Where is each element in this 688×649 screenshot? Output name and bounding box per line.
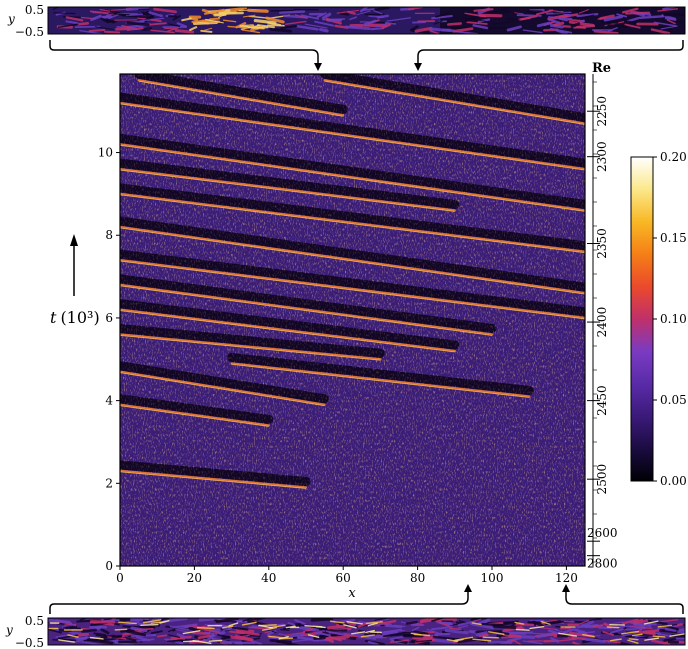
space-time-diagram [119,73,586,567]
bottom-snapshot-ytick-top: 0.5 [25,614,44,628]
y-axis: 0 2 4 6 8 10 [98,146,120,573]
re-tick-label: 2500 [595,464,609,495]
re-tick-label: 2400 [595,307,609,338]
re-tick-label: 2300 [595,141,609,172]
top-bracket [49,40,684,64]
top-arrow-left [314,63,322,71]
top-snapshot-y-label: y [7,12,15,26]
colorbar-tick-label: 0.20 [660,150,687,164]
colorbar-tick-label: 0.05 [660,393,687,407]
x-tick-label: 120 [555,571,578,585]
y-tick-label: 2 [105,476,113,490]
re-tick-label: 2600 [587,526,618,540]
bottom-snapshot-y-label: y [5,623,13,637]
x-tick-label: 40 [261,571,276,585]
t-arrow-head [70,234,78,246]
bottom-arrow-right [562,584,570,592]
x-axis: 0 20 40 60 80 100 120 [116,566,578,585]
bottom-snapshot-ytick-bottom: −0.5 [15,636,44,649]
x-tick-label: 60 [336,571,351,585]
top-snapshot: y 0.5 −0.5 [7,3,686,39]
x-axis-label: x [348,586,356,601]
x-tick-label: 20 [187,571,202,585]
x-tick-label: 100 [481,571,504,585]
y-axis-label: t (10³) [50,308,100,327]
top-snapshot-ytick-top: 0.5 [25,3,44,17]
re-tick-label: 2450 [595,385,609,416]
y-tick-label: 6 [105,311,113,325]
bottom-arrow-left [464,584,472,592]
re-tick-label: 2800 [587,557,618,571]
top-arrow-right [414,63,422,71]
colorbar-tick-label: 0.15 [660,231,687,245]
y-tick-label: 0 [105,559,113,573]
colorbar-tick-label: 0.10 [660,312,687,326]
colorbar-bar [630,156,654,482]
x-tick-label: 0 [116,571,124,585]
y-tick-label: 4 [105,394,113,408]
bottom-snapshot: y 0.5 −0.5 [5,614,686,649]
bottom-bracket [49,590,684,614]
colorbar-tick-label: 0.00 [660,474,687,488]
colorbar: 0.20 0.15 0.10 0.05 0.00 [630,150,687,488]
re-tick-label: 2250 [595,96,609,127]
y-tick-label: 10 [98,146,113,160]
top-snapshot-ytick-bottom: −0.5 [15,25,44,39]
x-tick-label: 80 [410,571,425,585]
re-tick-label: 2350 [595,228,609,259]
re-axis-label: Re [592,61,611,76]
y-tick-label: 8 [105,228,113,242]
re-axis: 2250 2300 2350 2400 2450 2500 2600 2800 [587,74,618,571]
